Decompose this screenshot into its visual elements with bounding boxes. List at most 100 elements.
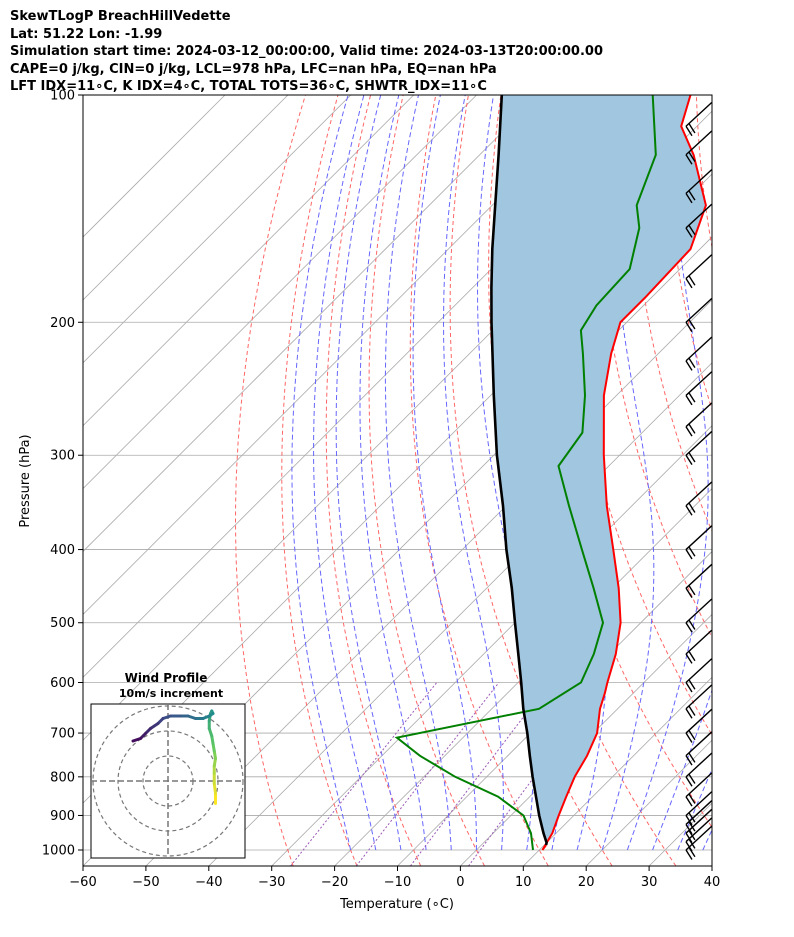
barb-flag <box>685 454 693 466</box>
moist-adiabat <box>335 95 402 851</box>
dry-adiabat <box>695 95 712 250</box>
isotherm-line <box>83 95 477 490</box>
dry-adiabat <box>234 95 306 866</box>
barb-staff <box>685 430 713 456</box>
barb-staff <box>685 298 713 323</box>
wind-barb <box>685 800 713 835</box>
isotherm-line <box>83 95 540 553</box>
barb-flag <box>685 395 693 406</box>
wind-barb <box>685 430 713 466</box>
y-tick-label: 900 <box>50 809 75 824</box>
indices-line-1: CAPE=0 j/kg, CIN=0 j/kg, LCL=978 hPa, LF… <box>10 61 497 77</box>
barb-staff <box>685 371 713 396</box>
barb-staff <box>685 658 713 684</box>
wind-barb <box>685 563 713 598</box>
moist-adiabat <box>442 95 504 851</box>
dry-adiabat <box>325 95 422 866</box>
barb-staff <box>685 825 713 851</box>
y-tick-label: 600 <box>50 676 75 691</box>
barb-flag <box>688 773 696 784</box>
barb-staff <box>685 772 713 798</box>
wind-barb <box>685 169 713 204</box>
barb-flag <box>688 752 696 763</box>
isotherm-line <box>397 550 712 866</box>
moist-adiabat <box>412 95 477 850</box>
isotherm-line <box>83 95 289 301</box>
indices-line-2: LFT IDX=11∘C, K IDX=4∘C, TOTAL TOTS=36∘C… <box>10 79 487 95</box>
barb-flag <box>685 278 693 289</box>
barb-staff <box>685 752 713 778</box>
dry-adiabat <box>409 95 549 866</box>
isotherm-line <box>523 676 712 866</box>
barb-staff <box>685 169 713 194</box>
wind-barb <box>685 708 713 743</box>
barb-staff <box>685 817 713 843</box>
barb-flag <box>685 622 693 633</box>
parcel-line <box>490 95 548 846</box>
y-tick-label: 200 <box>50 316 75 331</box>
temperature-line <box>541 95 707 851</box>
barb-staff <box>685 598 713 624</box>
barb-flag <box>688 679 696 690</box>
isotherm-line <box>83 95 414 427</box>
y-tick-label: 100 <box>50 89 75 104</box>
mixing-ratio-line <box>355 682 500 866</box>
barb-flag <box>688 357 696 368</box>
barb-flag <box>688 729 696 741</box>
barb-staff <box>685 731 713 757</box>
barb-flag <box>688 224 696 236</box>
barb-staff <box>685 101 713 127</box>
isotherm-line <box>711 865 712 866</box>
wind-barb <box>685 402 713 437</box>
x-tick-label: −10 <box>384 875 411 890</box>
x-tick-label: 10 <box>515 875 532 890</box>
dry-adiabat <box>449 95 613 866</box>
barb-staff <box>685 130 713 156</box>
wind-barb <box>685 684 713 719</box>
hodograph-subtitle: 10m/s increment <box>119 687 223 700</box>
isotherm-line <box>83 95 603 615</box>
barb-flag <box>688 502 696 513</box>
moist-adiabat <box>702 828 712 851</box>
wind-barb <box>685 731 713 766</box>
wind-barb <box>685 336 713 371</box>
chart-header: SkewTLogP BreachHillVedette Lat: 51.22 L… <box>10 8 603 96</box>
wind-barb <box>685 130 713 165</box>
barb-flag <box>688 812 696 823</box>
barb-flag <box>688 619 696 630</box>
barb-flag <box>685 708 693 719</box>
wind-barb <box>685 598 713 633</box>
x-tick-label: 0 <box>456 875 464 890</box>
barb-staff <box>685 402 713 428</box>
hodograph-segment <box>149 722 160 730</box>
dewpoint-line <box>394 95 657 851</box>
wind-barb <box>685 371 713 406</box>
y-tick-label: 800 <box>50 770 75 785</box>
moist-adiabat <box>291 95 352 851</box>
barb-flag <box>688 650 696 662</box>
wind-barb <box>685 101 713 137</box>
mixing-ratio-line <box>290 682 438 866</box>
dry-adiabat <box>729 95 794 866</box>
barb-flag <box>688 546 696 557</box>
y-tick-label: 400 <box>50 543 75 558</box>
barb-flag <box>688 830 696 841</box>
y-tick-label: 300 <box>50 449 75 464</box>
barb-staff <box>685 525 713 551</box>
barb-flag <box>688 585 696 596</box>
barb-flag <box>685 193 693 204</box>
cin-shading <box>491 95 706 850</box>
dry-adiabat <box>368 95 485 866</box>
barb-staff <box>685 481 713 507</box>
x-tick-label: −50 <box>132 875 159 890</box>
isotherm-line <box>334 488 712 866</box>
wind-barb <box>685 658 713 693</box>
barb-flag <box>688 392 696 403</box>
barb-staff <box>685 629 713 655</box>
barb-flag <box>685 321 693 333</box>
barb-flag <box>688 452 696 463</box>
x-axis-label: Temperature (∘C) <box>339 897 454 912</box>
moist-adiabat <box>384 95 452 850</box>
y-tick-label: 700 <box>50 727 75 742</box>
